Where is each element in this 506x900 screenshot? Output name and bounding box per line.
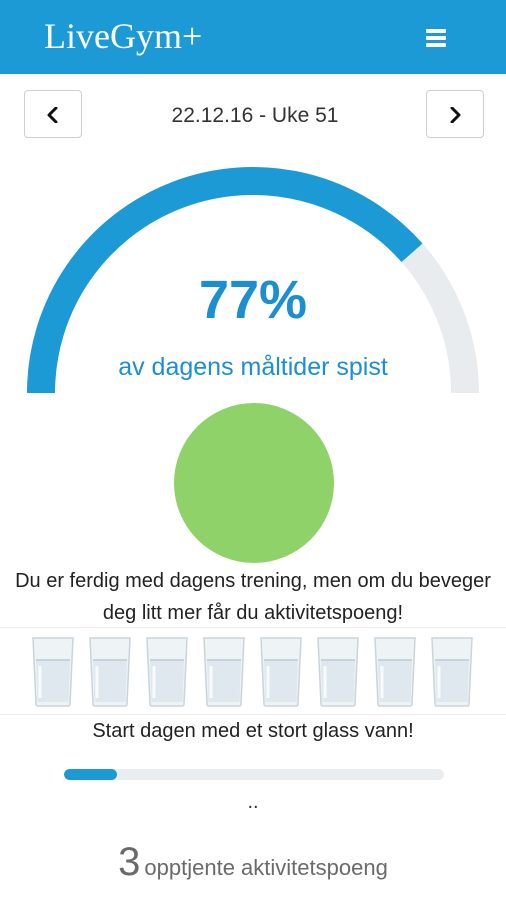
activity-points: 3 opptjente aktivitetspoeng	[0, 840, 506, 884]
meal-progress-gauge	[27, 167, 479, 394]
divider	[0, 627, 506, 628]
date-navigation: 22.12.16 - Uke 51	[0, 88, 506, 140]
loading-dots: ..	[247, 791, 259, 813]
hamburger-icon-line	[426, 43, 446, 47]
menu-button[interactable]	[418, 26, 452, 50]
app-logo: LiveGym+	[44, 16, 203, 56]
training-status-indicator	[174, 403, 334, 563]
divider	[0, 714, 506, 715]
current-date-label: 22.12.16 - Uke 51	[171, 104, 339, 127]
hamburger-icon-line	[426, 36, 446, 40]
water-glass-icon[interactable]	[144, 636, 190, 708]
meal-percentage: 77%	[198, 270, 308, 330]
water-glasses	[30, 636, 490, 710]
water-progress-fill	[64, 769, 118, 780]
water-message: Start dagen med et stort glass vann!	[92, 720, 414, 742]
activity-points-label: opptjente aktivitetspoeng	[144, 855, 388, 880]
activity-points-count: 3	[118, 840, 141, 884]
water-glass-icon[interactable]	[30, 636, 76, 708]
water-glass-icon[interactable]	[87, 636, 133, 708]
water-glass-icon[interactable]	[201, 636, 247, 708]
training-message: Du er ferdig med dagens trening, men om …	[15, 570, 491, 624]
water-glass-icon[interactable]	[315, 636, 361, 708]
previous-week-button[interactable]	[24, 90, 82, 138]
meal-percentage-label: av dagens måltider spist	[118, 353, 388, 381]
water-glass-icon[interactable]	[429, 636, 475, 708]
gauge-fill	[27, 167, 423, 394]
water-glass-icon[interactable]	[258, 636, 304, 708]
water-progress-bar	[64, 769, 444, 780]
hamburger-icon	[426, 29, 446, 33]
water-glass-icon[interactable]	[372, 636, 418, 708]
app-header: LiveGym+	[0, 0, 506, 74]
chevron-left-icon	[47, 107, 58, 123]
chevron-right-icon	[450, 107, 461, 123]
next-week-button[interactable]	[426, 90, 484, 138]
